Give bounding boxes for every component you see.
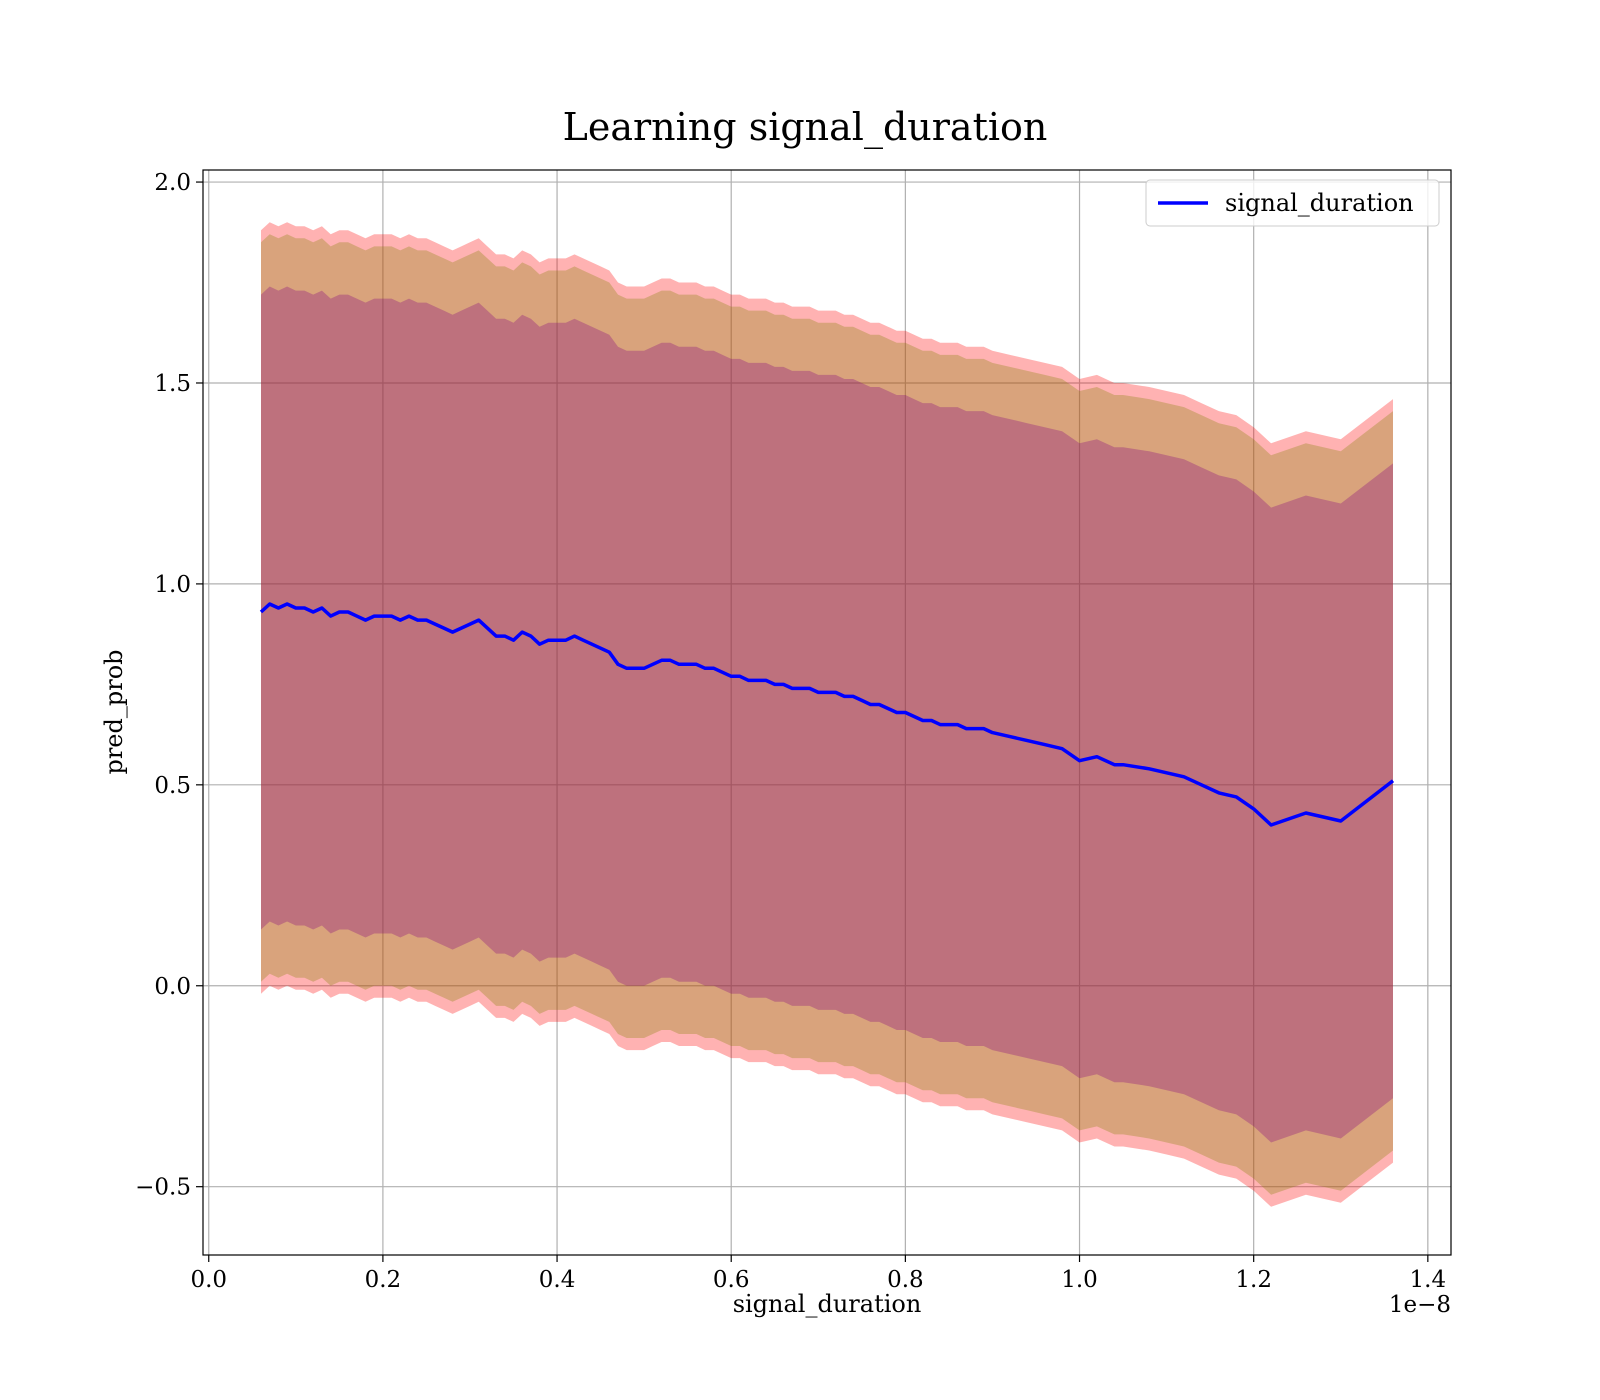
x-tick-label: 1.2 xyxy=(1235,1267,1272,1293)
uncertainty-bands xyxy=(261,222,1393,1207)
inner-confidence-band xyxy=(261,286,1393,1143)
x-tick-label: 0.0 xyxy=(190,1267,227,1293)
y-tick-label: 1.5 xyxy=(154,371,191,397)
series-lines xyxy=(259,602,1395,827)
x-axis-offset-label: 1e−8 xyxy=(1389,1292,1451,1318)
legend-label: signal_duration xyxy=(1225,189,1414,217)
x-tick-label: 1.4 xyxy=(1410,1267,1447,1293)
series-line xyxy=(259,602,1395,827)
y-tick-label: 0.0 xyxy=(154,974,191,1000)
grid xyxy=(203,170,1451,1255)
x-axis: 0.0 0.2 0.4 0.6 0.8 1.0 1.2 1.4 xyxy=(190,1255,1446,1293)
chart-title: Learning signal_duration xyxy=(563,105,1048,150)
plot-background xyxy=(203,170,1451,1255)
y-axis: −0.5 0.0 0.5 1.0 1.5 2.0 xyxy=(135,170,203,1201)
plot-frame xyxy=(202,169,1452,1256)
x-tick-label: 0.6 xyxy=(713,1267,750,1293)
legend-box xyxy=(1145,179,1440,227)
outer-confidence-band xyxy=(261,222,1393,1207)
x-tick-label: 0.8 xyxy=(887,1267,924,1293)
y-tick-label: 0.5 xyxy=(154,773,191,799)
x-tick-label: 0.4 xyxy=(539,1267,576,1293)
x-axis-label: signal_duration xyxy=(733,1290,922,1318)
legend: signal_duration xyxy=(1145,179,1440,227)
x-tick-label: 0.2 xyxy=(365,1267,402,1293)
x-tick-label: 1.0 xyxy=(1061,1267,1098,1293)
middle-confidence-band xyxy=(261,234,1393,1195)
y-axis-label: pred_prob xyxy=(100,649,128,774)
y-tick-label: 1.0 xyxy=(154,572,191,598)
y-tick-label: −0.5 xyxy=(135,1175,191,1201)
y-tick-label: 2.0 xyxy=(154,170,191,196)
